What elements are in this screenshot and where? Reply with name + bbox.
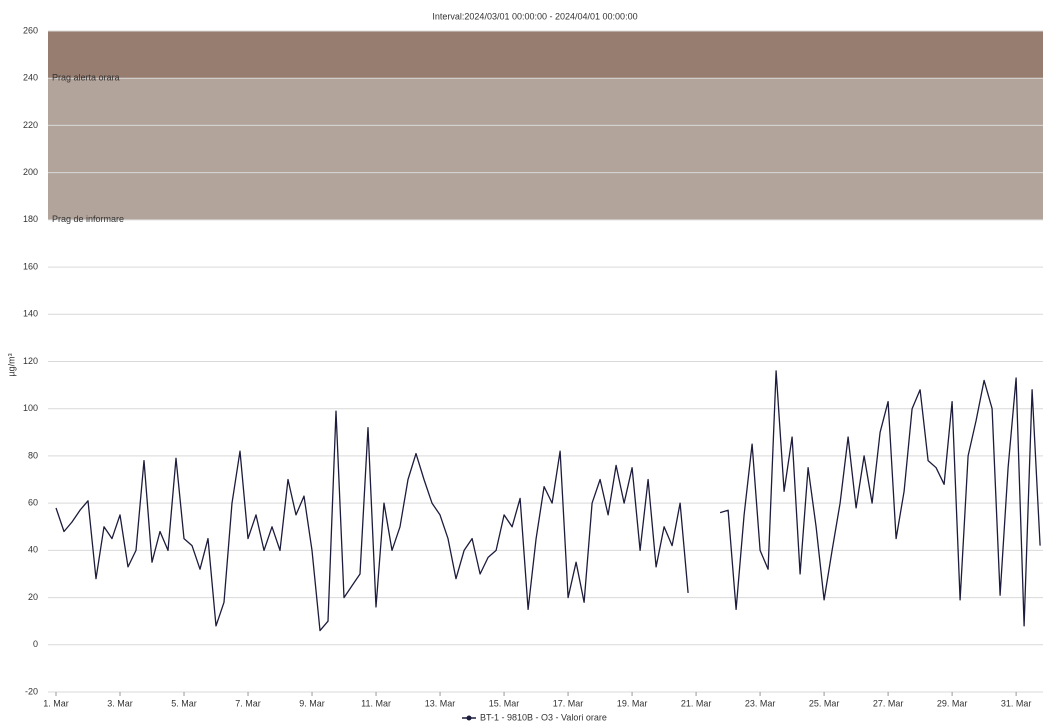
- x-tick-label: 15. Mar: [489, 698, 520, 708]
- x-tick-label: 23. Mar: [745, 698, 776, 708]
- y-tick-label: 60: [28, 498, 38, 508]
- x-tick-label: 27. Mar: [873, 698, 904, 708]
- y-tick-label: 120: [23, 356, 38, 366]
- legend-label: BT-1 - 9810B - O3 - Valori orare: [480, 712, 607, 722]
- y-tick-label: 0: [33, 639, 38, 649]
- y-tick-label: 40: [28, 545, 38, 555]
- y-tick-label: 140: [23, 309, 38, 319]
- y-tick-label: 220: [23, 120, 38, 130]
- x-tick-label: 25. Mar: [809, 698, 840, 708]
- x-tick-label: 9. Mar: [299, 698, 325, 708]
- x-tick-label: 7. Mar: [235, 698, 261, 708]
- x-tick-label: 21. Mar: [681, 698, 712, 708]
- y-tick-label: -20: [25, 686, 38, 696]
- threshold-band: [48, 31, 1043, 79]
- chart-title: Interval:2024/03/01 00:00:00 - 2024/04/0…: [432, 11, 637, 21]
- x-tick-label: 11. Mar: [361, 698, 391, 708]
- y-tick-label: 160: [23, 261, 38, 271]
- y-tick-label: 260: [23, 25, 38, 35]
- x-tick-label: 19. Mar: [617, 698, 648, 708]
- y-tick-label: 240: [23, 73, 38, 83]
- y-tick-label: 180: [23, 214, 38, 224]
- y-axis-label: µg/m³: [6, 353, 16, 376]
- y-tick-label: 80: [28, 450, 38, 460]
- x-tick-label: 29. Mar: [937, 698, 968, 708]
- y-tick-label: 100: [23, 403, 38, 413]
- x-tick-label: 5. Mar: [171, 698, 197, 708]
- legend-marker: [466, 715, 472, 721]
- x-tick-label: 17. Mar: [553, 698, 584, 708]
- x-tick-label: 13. Mar: [425, 698, 456, 708]
- y-tick-label: 200: [23, 167, 38, 177]
- x-tick-label: 31. Mar: [1001, 698, 1032, 708]
- x-tick-label: 1. Mar: [43, 698, 69, 708]
- x-tick-label: 3. Mar: [107, 698, 133, 708]
- threshold-band: [48, 78, 1043, 220]
- band-label: Prag alerta orara: [52, 73, 120, 83]
- data-line: [55, 370, 1041, 632]
- band-label: Prag de informare: [52, 214, 124, 224]
- y-tick-label: 20: [28, 592, 38, 602]
